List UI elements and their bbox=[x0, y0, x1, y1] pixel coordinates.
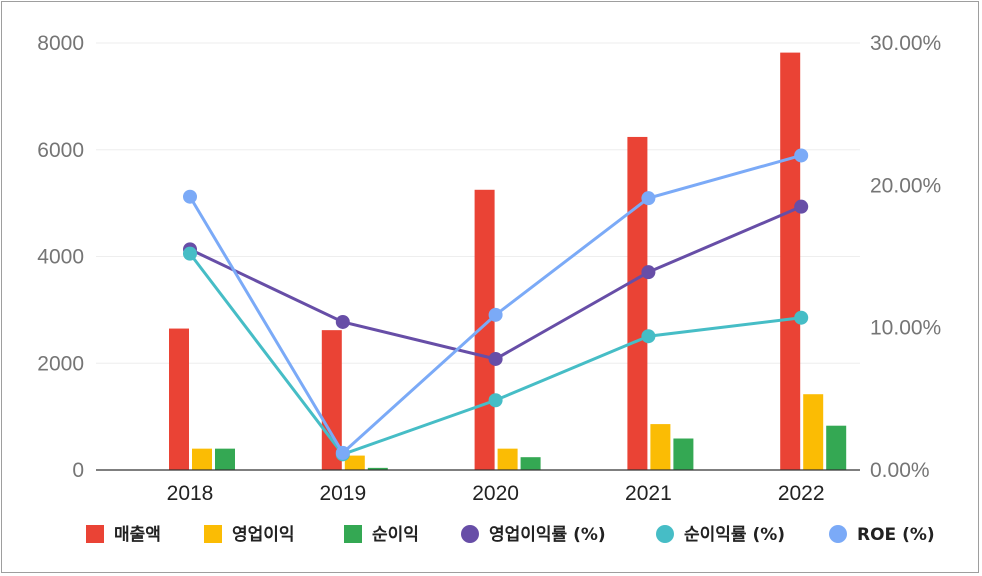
line-series bbox=[183, 148, 809, 462]
legend-label: ROE (%) bbox=[857, 525, 935, 545]
data-point bbox=[488, 351, 503, 366]
right-axis: 0.00% 10.00% 20.00% 30.00% bbox=[870, 32, 941, 482]
left-tick-label: 6000 bbox=[37, 139, 84, 162]
data-point bbox=[641, 329, 656, 344]
bar bbox=[344, 455, 365, 470]
bar-series bbox=[169, 52, 847, 471]
data-point bbox=[488, 307, 503, 322]
legend-swatch bbox=[656, 525, 674, 543]
bar bbox=[803, 394, 824, 470]
legend-label: 순이익률 (%) bbox=[684, 525, 785, 545]
bar bbox=[780, 52, 801, 471]
left-tick-label: 2000 bbox=[37, 352, 84, 375]
right-tick-label: 20.00% bbox=[870, 174, 941, 197]
bar bbox=[627, 136, 648, 470]
series-line bbox=[189, 205, 802, 361]
x-tick-label: 2022 bbox=[778, 482, 825, 505]
bar bbox=[650, 424, 671, 470]
x-tick-label: 2018 bbox=[167, 482, 214, 505]
bar bbox=[367, 467, 388, 470]
legend: 매출액 영업이익 순이익 영업이익률 (%) 순이익률 (%) ROE (%) bbox=[86, 525, 935, 545]
bar bbox=[520, 457, 541, 470]
legend-swatch bbox=[344, 525, 362, 543]
bar bbox=[673, 438, 694, 470]
bar bbox=[826, 425, 847, 470]
left-tick-label: 4000 bbox=[37, 246, 84, 269]
x-tick-label: 2021 bbox=[625, 482, 672, 505]
bar bbox=[169, 328, 189, 470]
legend-swatch bbox=[461, 525, 479, 543]
data-point bbox=[335, 445, 350, 460]
left-tick-label: 0 bbox=[72, 459, 84, 482]
right-tick-label: 0.00% bbox=[870, 459, 930, 482]
series-line bbox=[188, 153, 802, 456]
right-tick-label: 10.00% bbox=[870, 317, 941, 340]
legend-label: 영업이익률 (%) bbox=[489, 525, 606, 545]
data-point bbox=[794, 310, 809, 325]
x-tick-label: 2020 bbox=[472, 482, 519, 505]
x-axis: 2018 2019 2020 2021 2022 bbox=[96, 469, 860, 505]
left-axis: 0 2000 4000 6000 8000 bbox=[37, 32, 84, 482]
data-point bbox=[794, 148, 809, 163]
bar bbox=[192, 448, 212, 470]
legend-label: 매출액 bbox=[114, 525, 161, 545]
data-point bbox=[183, 189, 197, 204]
x-tick-label: 2019 bbox=[319, 482, 366, 505]
legend-swatch bbox=[829, 525, 847, 543]
left-tick-label: 8000 bbox=[37, 32, 84, 55]
right-tick-label: 30.00% bbox=[870, 32, 941, 55]
legend-swatch bbox=[86, 525, 104, 543]
bar bbox=[497, 448, 518, 470]
data-point bbox=[794, 199, 809, 214]
data-point bbox=[488, 393, 503, 408]
bar bbox=[215, 448, 235, 470]
data-point bbox=[335, 314, 350, 329]
legend-label: 영업이익 bbox=[232, 525, 295, 545]
data-point bbox=[183, 246, 197, 261]
legend-swatch bbox=[204, 525, 222, 543]
data-point bbox=[641, 191, 656, 206]
data-point bbox=[641, 265, 656, 280]
legend-label: 순이익 bbox=[372, 525, 419, 545]
